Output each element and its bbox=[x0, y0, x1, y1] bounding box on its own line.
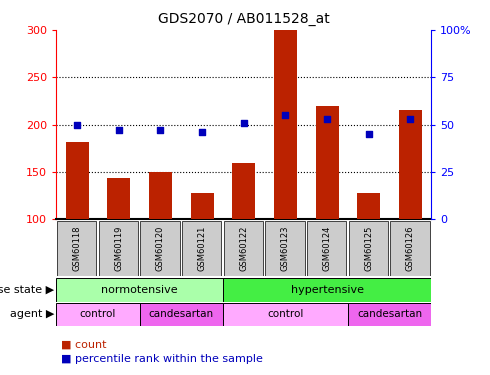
Bar bbox=[348, 303, 431, 326]
Text: GSM60122: GSM60122 bbox=[239, 226, 248, 271]
Bar bbox=[391, 220, 430, 276]
Bar bbox=[223, 303, 348, 326]
Point bbox=[323, 116, 331, 122]
Text: GSM60120: GSM60120 bbox=[156, 226, 165, 271]
Text: GSM60124: GSM60124 bbox=[322, 226, 332, 271]
Bar bbox=[57, 220, 97, 276]
Bar bbox=[349, 220, 388, 276]
Bar bbox=[399, 111, 422, 219]
Bar bbox=[316, 106, 339, 219]
Text: GSM60121: GSM60121 bbox=[197, 226, 207, 271]
Text: disease state ▶: disease state ▶ bbox=[0, 285, 54, 295]
Text: hypertensive: hypertensive bbox=[291, 285, 364, 295]
Bar bbox=[232, 163, 255, 219]
Text: control: control bbox=[267, 309, 304, 320]
Bar bbox=[357, 193, 380, 219]
Bar bbox=[223, 278, 431, 302]
Bar bbox=[141, 220, 180, 276]
Bar bbox=[224, 220, 263, 276]
Title: GDS2070 / AB011528_at: GDS2070 / AB011528_at bbox=[158, 12, 330, 26]
Text: control: control bbox=[80, 309, 116, 320]
Point bbox=[365, 131, 372, 137]
Bar bbox=[107, 178, 130, 219]
Bar bbox=[140, 303, 223, 326]
Text: ■ count: ■ count bbox=[61, 339, 107, 349]
Point bbox=[198, 129, 206, 135]
Text: normotensive: normotensive bbox=[101, 285, 178, 295]
Text: GSM60118: GSM60118 bbox=[73, 225, 82, 271]
Point bbox=[281, 112, 289, 118]
Point bbox=[156, 128, 164, 134]
Bar bbox=[307, 220, 346, 276]
Point bbox=[240, 120, 247, 126]
Text: agent ▶: agent ▶ bbox=[9, 309, 54, 320]
Bar bbox=[274, 30, 297, 219]
Bar bbox=[266, 220, 305, 276]
Point bbox=[74, 122, 81, 128]
Bar bbox=[56, 303, 140, 326]
Bar bbox=[66, 142, 89, 219]
Point bbox=[115, 128, 122, 134]
Text: GSM60126: GSM60126 bbox=[406, 225, 415, 271]
Bar bbox=[149, 172, 172, 219]
Text: GSM60123: GSM60123 bbox=[281, 225, 290, 271]
Bar bbox=[182, 220, 221, 276]
Bar bbox=[56, 278, 223, 302]
Bar bbox=[99, 220, 138, 276]
Text: ■ percentile rank within the sample: ■ percentile rank within the sample bbox=[61, 354, 263, 364]
Text: GSM60119: GSM60119 bbox=[114, 226, 123, 271]
Text: candesartan: candesartan bbox=[357, 309, 422, 320]
Point bbox=[406, 116, 414, 122]
Text: candesartan: candesartan bbox=[149, 309, 214, 320]
Text: GSM60125: GSM60125 bbox=[364, 226, 373, 271]
Bar bbox=[191, 193, 214, 219]
